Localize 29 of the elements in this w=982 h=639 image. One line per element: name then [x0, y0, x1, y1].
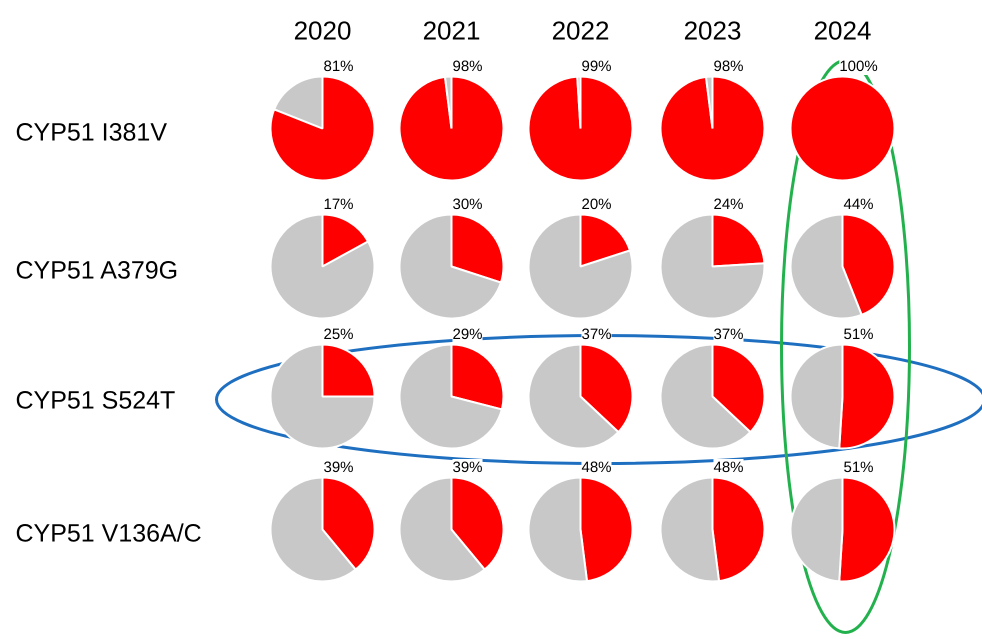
data-label: 30% — [452, 196, 483, 213]
data-label: 48% — [713, 459, 744, 476]
data-label: 29% — [452, 326, 483, 343]
chart-title: 2021 — [422, 16, 480, 46]
text: CYP51 V136A/C — [16, 520, 202, 548]
data-label: 39% — [452, 459, 483, 476]
data-label: 100% — [839, 58, 878, 75]
text: CYP51 S524T — [16, 386, 176, 414]
data-label: 48% — [581, 459, 612, 476]
data-label: 98% — [713, 58, 744, 75]
chart-title: 2022 — [552, 16, 610, 46]
data-label: 17% — [323, 196, 354, 213]
data-label: 98% — [452, 58, 483, 75]
data-label: 25% — [323, 326, 354, 343]
chart-title: 2020 — [294, 16, 352, 46]
text: CYP51 A379G — [16, 256, 178, 284]
data-label: 99% — [581, 58, 612, 75]
chart-title: 2023 — [684, 16, 742, 46]
data-label: 44% — [843, 196, 874, 213]
data-label: 39% — [323, 459, 354, 476]
text: CYP51 I381V — [16, 118, 168, 146]
data-label: 81% — [323, 58, 354, 75]
data-label: 37% — [713, 326, 744, 343]
data-label: 37% — [581, 326, 612, 343]
data-label: 51% — [843, 326, 874, 343]
data-label: 51% — [843, 459, 874, 476]
chart-title: 2024 — [814, 16, 872, 46]
data-label: 24% — [713, 196, 744, 213]
data-label: 20% — [581, 196, 612, 213]
